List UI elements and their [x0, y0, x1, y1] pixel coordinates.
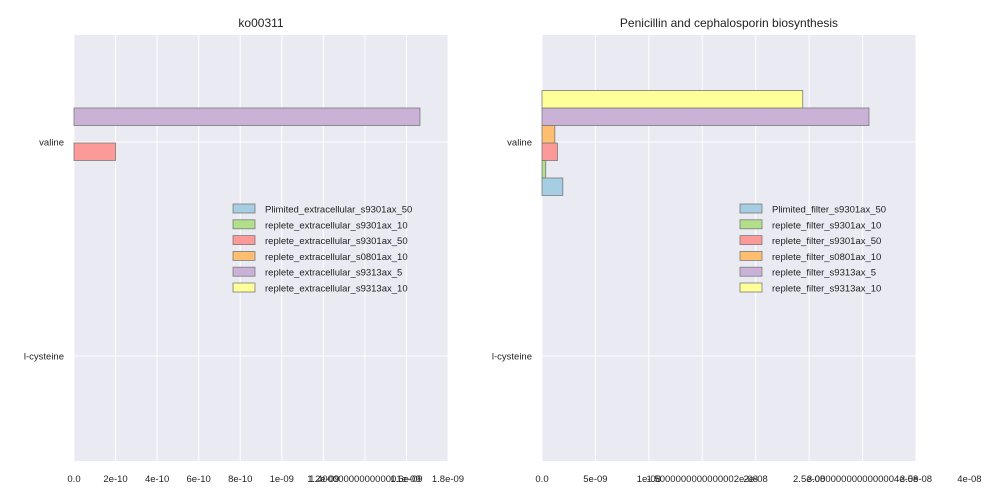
plot-area	[74, 35, 448, 461]
legend-label: replete_extracellular_s9301ax_10	[265, 220, 408, 231]
legend-swatch	[739, 203, 763, 214]
x-tick-label: 0.0	[67, 474, 80, 485]
x-tick-label: 4e-10	[145, 474, 169, 485]
chart-title: ko00311	[238, 16, 283, 30]
legend-swatch	[232, 203, 256, 214]
x-tick-label: 1.2e-09	[307, 474, 339, 485]
legend: Plimited_extracellular_s9301ax_50replete…	[232, 203, 412, 295]
legend-label: Plimited_extracellular_s9301ax_50	[265, 205, 412, 216]
bar	[73, 107, 421, 126]
x-tick-label: 3.0000000000000004e-08	[807, 474, 918, 485]
x-tick-label: 6e-10	[187, 474, 211, 485]
legend-swatch	[739, 235, 763, 246]
bar	[541, 177, 564, 196]
legend-label: Plimited_filter_s9301ax_50	[772, 205, 886, 216]
x-tick-label: 1.5000000000000002e-08	[647, 474, 758, 485]
legend: Plimited_filter_s9301ax_50 replete_filter…	[739, 203, 886, 295]
legend-label: replete_extracellular_s9301ax_50	[265, 236, 408, 247]
x-tick-label: 1e-08	[637, 474, 661, 485]
x-tick-label: 1e-09	[270, 474, 294, 485]
chart-penicillin-cephalosporin: Penicillin and cephalosporin biosynthesi…	[492, 16, 982, 485]
legend-label: replete_filter_s9301ax_10	[772, 220, 881, 231]
y-tick-label: l-cysteine	[492, 352, 532, 363]
bar	[541, 142, 558, 161]
legend-label: replete_filter_s9301ax_50	[772, 236, 881, 247]
bar	[541, 90, 804, 109]
x-tick-label: 0.0	[535, 474, 548, 485]
legend-swatch	[739, 266, 763, 277]
legend-label: replete_filter_s0801ax_10	[772, 252, 881, 263]
legend-label: replete_filter_s9313ax_5	[772, 268, 876, 279]
bar	[73, 142, 116, 161]
x-tick-label: 2.5e-08	[793, 474, 825, 485]
x-tick-label: 3.5e-08	[900, 474, 932, 485]
bar	[541, 160, 547, 179]
legend-label: replete_extracellular_s0801ax_10	[265, 252, 408, 263]
legend-swatch	[232, 266, 256, 277]
legend-label: replete_filter_s9313ax_10	[772, 284, 881, 295]
legend-swatch	[232, 235, 256, 246]
x-tick-label: 2e-10	[103, 474, 127, 485]
x-tick-label: 1.4000000000000001e-09	[309, 474, 420, 485]
legend-label: replete_extracellular_s9313ax_5	[265, 268, 402, 279]
x-tick-label: 8e-10	[228, 474, 252, 485]
chart-title: Penicillin and cephalosporin biosynthesi…	[620, 16, 838, 30]
legend-swatch	[739, 250, 763, 261]
x-tick-label: 1.6e-09	[390, 474, 422, 485]
legend-swatch	[232, 282, 256, 293]
x-tick-label: 2e-08	[744, 474, 768, 485]
legend-swatch	[739, 282, 763, 293]
bar	[541, 125, 556, 144]
y-tick-label: valine	[507, 138, 532, 149]
legend-swatch	[739, 219, 763, 230]
y-tick-label: l-cysteine	[24, 352, 64, 363]
chart-ko00311: ko00311 valine l-cysteine 0.0 2e-10 4e-10 6e-1…	[24, 16, 464, 485]
legend-label: replete_extracellular_s9313ax_10	[265, 284, 408, 295]
legend-swatch	[232, 250, 256, 261]
legend-swatch	[232, 219, 256, 230]
y-tick-label: valine	[39, 138, 64, 149]
x-tick-label: 1.8e-09	[432, 474, 464, 485]
bar	[541, 107, 870, 126]
x-tick-label: 4e-08	[957, 474, 981, 485]
x-tick-label: 5e-09	[583, 474, 607, 485]
